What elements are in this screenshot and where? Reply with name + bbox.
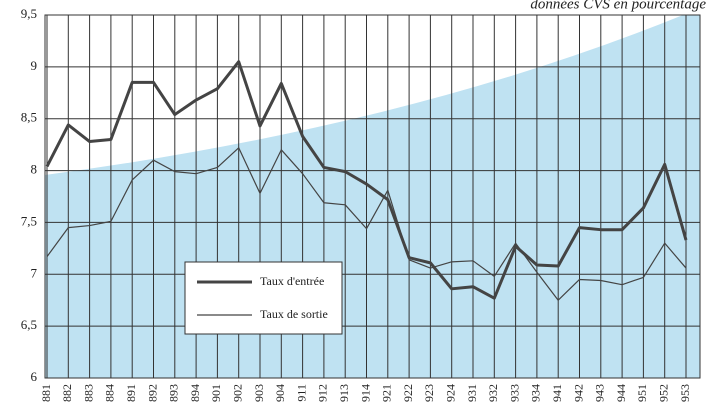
x-tick-label: 942 bbox=[571, 384, 585, 402]
x-tick-label: 931 bbox=[465, 384, 479, 402]
x-tick-label: 901 bbox=[209, 384, 223, 402]
x-tick-label: 903 bbox=[252, 384, 266, 402]
x-tick-label: 932 bbox=[486, 384, 500, 402]
background-area bbox=[45, 15, 700, 378]
y-tick-label: 9 bbox=[31, 58, 38, 73]
x-tick-label: 934 bbox=[529, 384, 543, 402]
x-tick-label: 933 bbox=[507, 384, 521, 402]
x-tick-label: 904 bbox=[273, 384, 287, 402]
x-tick-label: 943 bbox=[593, 384, 607, 402]
x-tick-label: 881 bbox=[39, 384, 53, 402]
x-tick-label: 953 bbox=[678, 384, 692, 402]
legend-box bbox=[184, 261, 343, 335]
x-tick-label: 922 bbox=[401, 384, 415, 402]
x-tick-label: 884 bbox=[103, 384, 117, 402]
y-tick-label: 7,5 bbox=[21, 213, 37, 228]
y-tick-label: 6,5 bbox=[21, 317, 37, 332]
x-tick-label: 902 bbox=[230, 384, 244, 402]
y-tick-label: 6 bbox=[31, 369, 38, 384]
series-line bbox=[46, 147, 687, 301]
x-tick-label: 952 bbox=[656, 384, 670, 402]
series-line bbox=[45, 60, 688, 300]
x-tick-label: 913 bbox=[337, 384, 351, 402]
legend-label: Taux de sortie bbox=[260, 307, 328, 321]
x-tick-label: 921 bbox=[380, 384, 394, 402]
x-tick-label: 914 bbox=[358, 384, 372, 402]
legend: Taux d'entrée Taux de sortie bbox=[184, 261, 343, 335]
x-tick-label: 924 bbox=[443, 384, 457, 402]
x-tick-label: 944 bbox=[614, 384, 628, 402]
legend-label: Taux d'entrée bbox=[260, 274, 324, 288]
x-tick-label: 894 bbox=[188, 384, 202, 402]
x-tick-label: 891 bbox=[124, 384, 138, 402]
plot-frame bbox=[44, 14, 701, 379]
x-tick-label: 883 bbox=[81, 384, 95, 402]
y-tick-label: 8 bbox=[31, 162, 38, 177]
x-tick-label: 882 bbox=[60, 384, 74, 402]
y-tick-label: 8,5 bbox=[21, 110, 37, 125]
x-tick-label: 893 bbox=[167, 384, 181, 402]
x-tick-label: 941 bbox=[550, 384, 564, 402]
x-tick-label: 911 bbox=[294, 384, 308, 402]
x-tick-label: 912 bbox=[316, 384, 330, 402]
x-tick-label: 923 bbox=[422, 384, 436, 402]
y-tick-label: 9,5 bbox=[21, 6, 37, 21]
chart-subtitle: données CVS en pourcentage bbox=[530, 0, 706, 12]
x-tick-label: 892 bbox=[145, 384, 159, 402]
x-tick-label: 951 bbox=[635, 384, 649, 402]
y-tick-label: 7 bbox=[31, 265, 38, 280]
